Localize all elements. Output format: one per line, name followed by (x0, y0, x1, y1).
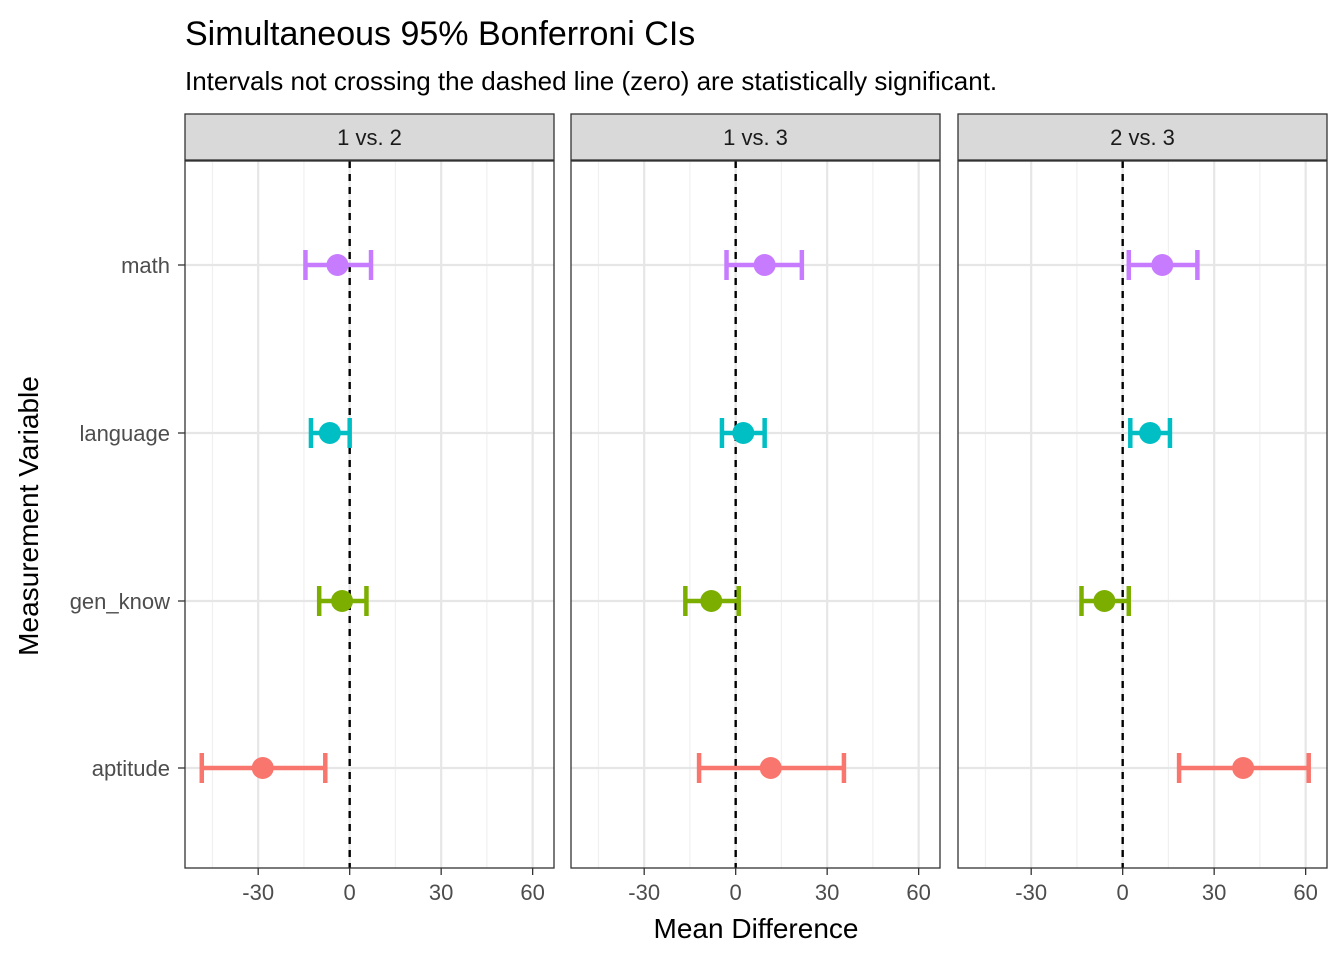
y-axis-title: Measurement Variable (13, 376, 44, 656)
facet-strip-label: 2 vs. 3 (1110, 125, 1175, 150)
estimate-point (331, 590, 354, 612)
x-tick-label: 0 (344, 880, 356, 905)
facet-panel: 2 vs. 3 -30 0 30 60 (957, 113, 1328, 905)
facet-strip (957, 113, 1328, 161)
x-tick-label: 60 (906, 880, 930, 905)
facet-strip-label: 1 vs. 3 (723, 125, 788, 150)
chart-subtitle: Intervals not crossing the dashed line (… (185, 66, 997, 96)
estimate-point (700, 590, 723, 612)
estimate-point (1139, 422, 1162, 444)
y-axis: math language gen_know aptitude (70, 253, 185, 781)
error-bar-gen_know (683, 586, 741, 616)
estimate-point (251, 757, 274, 779)
panel-background (958, 161, 1327, 868)
y-tick-label: language (79, 421, 170, 446)
panel-border (570, 160, 941, 869)
estimate-point (732, 422, 755, 444)
panel-border (957, 160, 1328, 869)
facet-panels: 1 vs. 2 -30 0 30 60 1 vs. 3 -30 0 30 60 2 vs. 3 -30… (184, 113, 1328, 905)
error-bar-aptitude (696, 753, 847, 783)
chart-title: Simultaneous 95% Bonferroni CIs (185, 15, 695, 53)
x-tick-label: 60 (1293, 880, 1317, 905)
error-bar-gen_know (1079, 586, 1132, 616)
estimate-point (753, 254, 776, 276)
error-bar-language (308, 418, 352, 448)
x-tick-label: 0 (730, 880, 742, 905)
facet-strip (570, 113, 941, 161)
facet-panel: 1 vs. 3 -30 0 30 60 (570, 113, 941, 905)
error-bar-math (303, 250, 374, 280)
y-tick-label: aptitude (92, 756, 170, 781)
x-tick-label: -30 (628, 880, 660, 905)
x-tick-label: 30 (1202, 880, 1226, 905)
error-bar-math (1126, 250, 1200, 280)
estimate-point (759, 757, 782, 779)
estimate-point (1232, 757, 1255, 779)
facet-strip (184, 113, 555, 161)
y-tick-label: gen_know (70, 589, 170, 614)
x-tick-label: -30 (242, 880, 274, 905)
error-bar-language (1128, 418, 1173, 448)
error-bar-language (719, 418, 767, 448)
x-axis-title: Mean Difference (654, 913, 859, 944)
error-bar-gen_know (316, 586, 369, 616)
estimate-point (1093, 590, 1116, 612)
x-tick-label: 0 (1117, 880, 1129, 905)
facet-strip-label: 1 vs. 2 (337, 125, 402, 150)
facet-panel: 1 vs. 2 -30 0 30 60 (184, 113, 555, 905)
estimate-point (1151, 254, 1174, 276)
error-bar-math (724, 250, 805, 280)
x-tick-label: 30 (429, 880, 453, 905)
estimate-point (318, 422, 341, 444)
error-bar-aptitude (199, 753, 328, 783)
x-tick-label: 60 (520, 880, 544, 905)
panel-background (571, 161, 940, 868)
error-bar-aptitude (1176, 753, 1311, 783)
panel-border (184, 160, 555, 869)
x-tick-label: -30 (1015, 880, 1047, 905)
estimate-point (326, 254, 349, 276)
x-tick-label: 30 (815, 880, 839, 905)
y-tick-label: math (121, 253, 170, 278)
